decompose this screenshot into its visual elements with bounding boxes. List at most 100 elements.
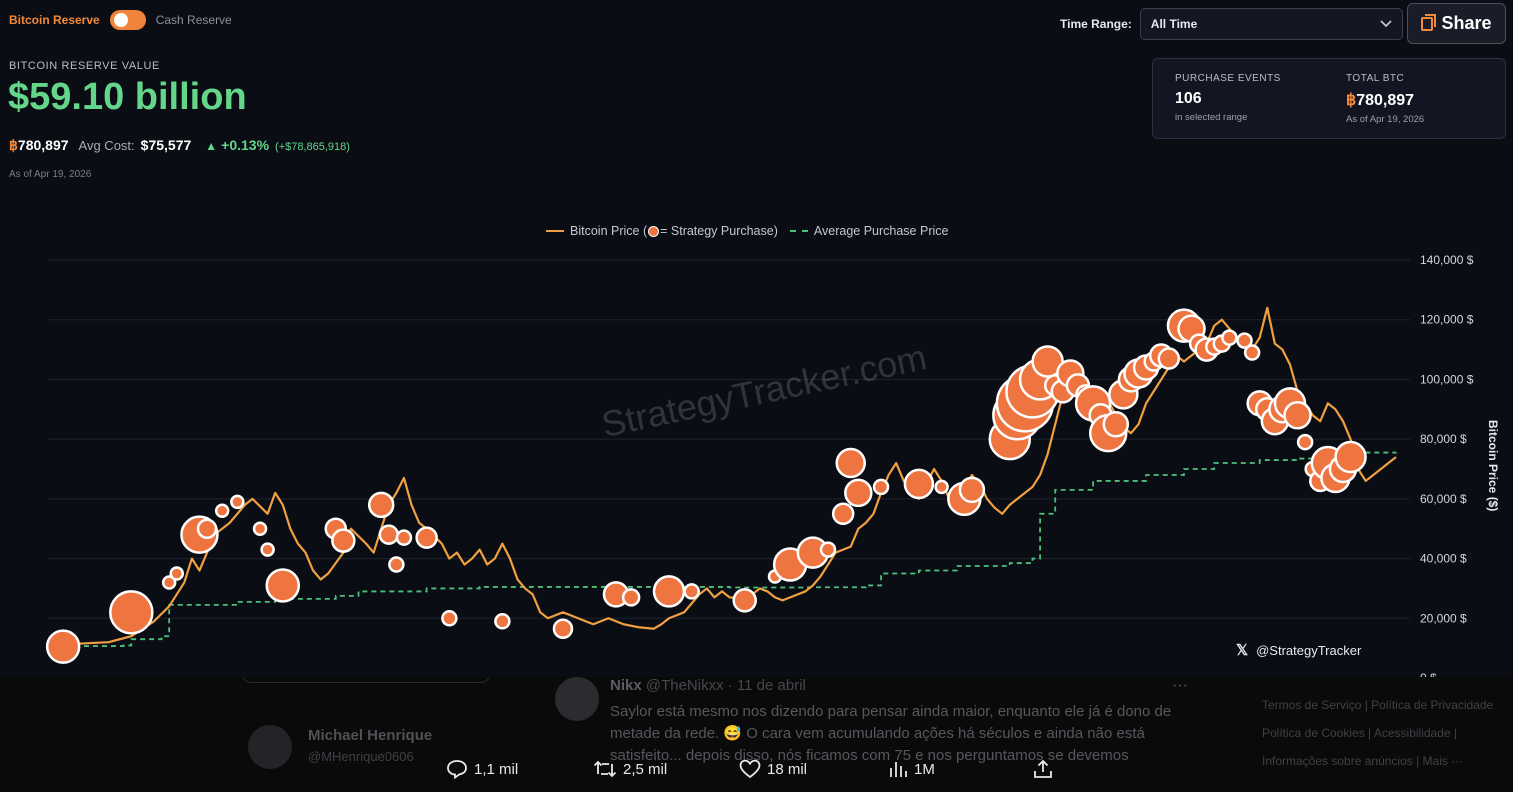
purchase-marker [652,575,686,608]
purchase-marker [903,468,935,500]
legend-price-label-start: Bitcoin Price ( [570,224,648,238]
purchase-marker [395,529,413,546]
time-range-value: All Time [1150,17,1198,31]
avg-cost-label: Avg Cost: [78,138,135,153]
purchase-marker [367,491,395,519]
average-price-line [48,451,1397,647]
summary-card: PURCHASE EVENTS 106 in selected range TO… [1152,58,1506,139]
repost-count: 2,5 mil [623,760,668,778]
reply-author-handle: @MHenrique0606 [308,749,414,764]
btc-symbol: ฿ [9,137,18,153]
y-tick-label: 0 $ [1420,671,1437,677]
footer-link-row[interactable]: Termos de Serviço | Política de Privacid… [1262,698,1494,712]
avatar[interactable] [555,677,599,721]
total-btc-value: ฿780,897 [1346,90,1424,110]
purchase-marker [109,590,154,635]
avatar[interactable] [248,725,292,769]
purchase-marker [844,478,873,508]
y-axis-title: Bitcoin Price ($) [1486,420,1500,512]
btc-symbol: ฿ [1346,92,1357,109]
share-icon [1034,759,1052,778]
purchase-marker [732,588,757,613]
total-btc-sub: As of Apr 19, 2026 [1346,114,1425,125]
purchase-marker [265,568,301,603]
reply-count: 1,1 mil [474,760,519,778]
share-post-button[interactable] [1033,759,1053,779]
price-line [47,306,1397,647]
x-logo-icon: 𝕏 [1236,642,1249,659]
repost-icon [593,760,617,778]
y-tick-label: 80,000 $ [1420,432,1467,446]
y-tick-label: 100,000 $ [1420,372,1474,386]
purchase-marker [161,575,177,590]
purchase-marker [552,618,574,639]
cash-reserve-label[interactable]: Cash Reserve [155,13,232,27]
purchase-marker [621,588,641,607]
change-arrow-icon: ▲ [205,139,218,153]
background-post-page: Nikx @TheNikxx · 11 de abril ··· Saylor … [0,677,1513,792]
total-btc-number: 780,897 [1356,92,1415,109]
toggle-knob [113,13,128,27]
like-button[interactable]: 18 mil [739,759,807,779]
total-btc-stat: TOTAL BTC ฿780,897 As of Apr 19, 2026 [1346,73,1424,125]
time-range-label: Time Range: [1060,17,1132,31]
as-of-date: As of Apr 19, 2026 [9,169,92,180]
purchase-events-stat: PURCHASE EVENTS 106 in selected range [1175,73,1281,123]
purchase-marker [45,629,81,664]
chart-legend: Bitcoin Price ( = Strategy Purchase) Ave… [546,224,948,238]
purchase-marker [196,518,218,539]
post-text: Saylor está mesmo nos dizendo para pensa… [610,703,1172,764]
time-range-control: Time Range: All Time [1060,8,1403,40]
reserve-value-label: BITCOIN RESERVE VALUE [9,60,160,72]
repost-button[interactable]: 2,5 mil [593,759,667,779]
legend-avg-swatch [789,230,808,232]
views-button[interactable]: 1M [888,759,935,779]
x-handle-text: @StrategyTracker [1256,642,1362,658]
legend-price-label-end: = Strategy Purchase) [660,224,778,238]
reserve-toggle-switch[interactable] [109,10,146,30]
change-absolute: (+$78,865,918) [275,141,350,153]
legend-avg-label: Average Purchase Price [813,224,949,238]
reply-button[interactable]: 1,1 mil [446,759,518,779]
footer-link-row[interactable]: Política de Cookies | Acessibilidade | [1262,726,1458,740]
bitcoin-reserve-label[interactable]: Bitcoin Reserve [9,13,100,27]
purchase-marker [1334,440,1367,474]
purchase-marker [260,542,275,557]
more-icon[interactable]: ··· [1172,677,1188,694]
post-author[interactable]: Nikx @TheNikxx · 11 de abril [610,677,806,694]
change-percent: +0.13% [221,137,270,153]
purchase-marker [415,526,438,549]
purchase-marker [1157,347,1181,370]
purchase-marker [1283,401,1312,430]
purchase-marker [378,524,400,545]
purchase-marker [331,528,356,553]
x-handle: 𝕏 @StrategyTracker [1236,641,1361,659]
y-tick-label: 40,000 $ [1420,552,1467,566]
reserve-value: $59.10 billion [8,76,247,118]
purchase-marker [230,494,245,510]
purchase-marker [958,476,986,504]
purchase-events-sub: in selected range [1175,112,1248,123]
copy-icon [1421,13,1437,31]
purchase-marker [169,566,184,581]
like-count: 18 mil [767,760,808,778]
reserve-stats: ฿780,897 Avg Cost: $75,577 ▲ +0.13% (+$7… [9,137,350,154]
chevron-down-icon [1380,20,1392,28]
purchase-marker [835,447,866,479]
share-button[interactable]: Share [1407,3,1506,44]
reply-author-name[interactable]: Michael Henrique [308,727,433,744]
footer-link-row[interactable]: Informações sobre anúncios | Mais ··· [1262,754,1464,768]
reply-icon [447,760,467,779]
analytics-icon [890,762,907,777]
btc-amount: ฿780,897 [9,137,69,154]
purchase-marker [252,521,268,536]
purchase-marker [1102,410,1130,438]
post-author-handle: @TheNikxx · 11 de abril [645,677,806,694]
share-label: Share [1441,13,1492,33]
y-tick-label: 140,000 $ [1420,253,1474,267]
purchase-marker [388,556,405,573]
purchase-marker [441,610,458,627]
purchase-marker [683,583,700,600]
purchase-marker [494,613,511,630]
time-range-select[interactable]: All Time [1139,8,1403,40]
